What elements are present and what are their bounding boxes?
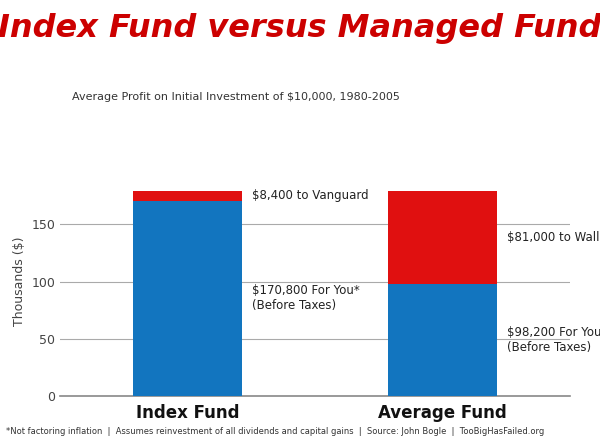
Bar [388, 191, 497, 284]
Bar [388, 284, 497, 396]
Text: Average Profit on Initial Investment of $10,000, 1980-2005: Average Profit on Initial Investment of … [72, 92, 400, 103]
Text: *Not factoring inflation  |  Assumes reinvestment of all dividends and capital g: *Not factoring inflation | Assumes reinv… [6, 427, 544, 436]
Text: Index Fund versus Managed Fund: Index Fund versus Managed Fund [0, 13, 600, 44]
Text: $8,400 to Vanguard: $8,400 to Vanguard [252, 189, 368, 202]
Bar [133, 191, 242, 201]
Text: $81,000 to Wall Street: $81,000 to Wall Street [507, 231, 600, 244]
Text: $98,200 For You*
(Before Taxes): $98,200 For You* (Before Taxes) [507, 326, 600, 354]
Text: $170,800 For You*
(Before Taxes): $170,800 For You* (Before Taxes) [252, 284, 359, 312]
Y-axis label: Thousands ($): Thousands ($) [13, 237, 26, 326]
Bar [133, 201, 242, 396]
